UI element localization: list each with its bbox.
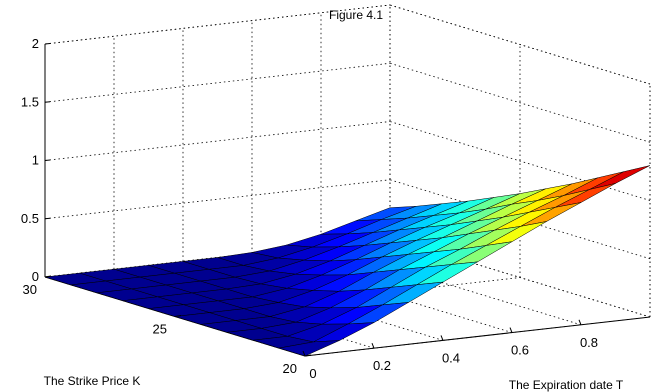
x-tick-label: 0.2 xyxy=(373,358,391,373)
z-gridline xyxy=(44,62,391,103)
x-tick-mark xyxy=(578,319,582,325)
x-tick-mark xyxy=(440,335,444,341)
z-tick-mark xyxy=(44,159,51,161)
y-tick-label: 30 xyxy=(23,282,37,297)
x-tick-mark xyxy=(302,350,306,357)
y-tick-mark xyxy=(304,354,312,357)
x-axis-label: The Expiration date T xyxy=(509,378,624,392)
z-gridline xyxy=(44,4,391,45)
x-tick-mark xyxy=(509,327,513,333)
z-gridline xyxy=(44,179,391,220)
y-tick-label: 20 xyxy=(283,361,297,376)
z-tick-mark xyxy=(44,43,51,45)
surface-mesh xyxy=(44,165,651,357)
y-tick-mark xyxy=(174,315,182,317)
z-gridline xyxy=(44,121,391,161)
y-gridline xyxy=(304,316,651,357)
x-tick-label: 0.8 xyxy=(580,335,598,350)
x-tick-mark xyxy=(371,343,375,349)
chart-title: Figure 4.1 xyxy=(329,8,383,22)
y-gridline xyxy=(174,277,521,317)
x-tick-label: 0 xyxy=(309,366,316,381)
z-tick-label: 1 xyxy=(32,153,39,168)
z-tick-mark xyxy=(44,101,51,103)
x-tick-label: 0.6 xyxy=(511,343,529,358)
z-tick-label: 0 xyxy=(32,269,39,284)
z-gridline xyxy=(389,62,651,143)
z-gridline xyxy=(389,4,651,85)
y-tick-mark xyxy=(44,275,52,278)
z-tick-label: 1.5 xyxy=(21,94,39,109)
z-tick-mark xyxy=(44,217,51,220)
x-tick-label: 0.4 xyxy=(442,350,460,365)
y-tick-label: 25 xyxy=(153,322,167,337)
y-axis-label: The Strike Price K xyxy=(44,374,141,388)
surface-patch xyxy=(278,340,340,357)
z-tick-label: 0.5 xyxy=(21,211,39,226)
z-tick-label: 2 xyxy=(32,36,39,51)
